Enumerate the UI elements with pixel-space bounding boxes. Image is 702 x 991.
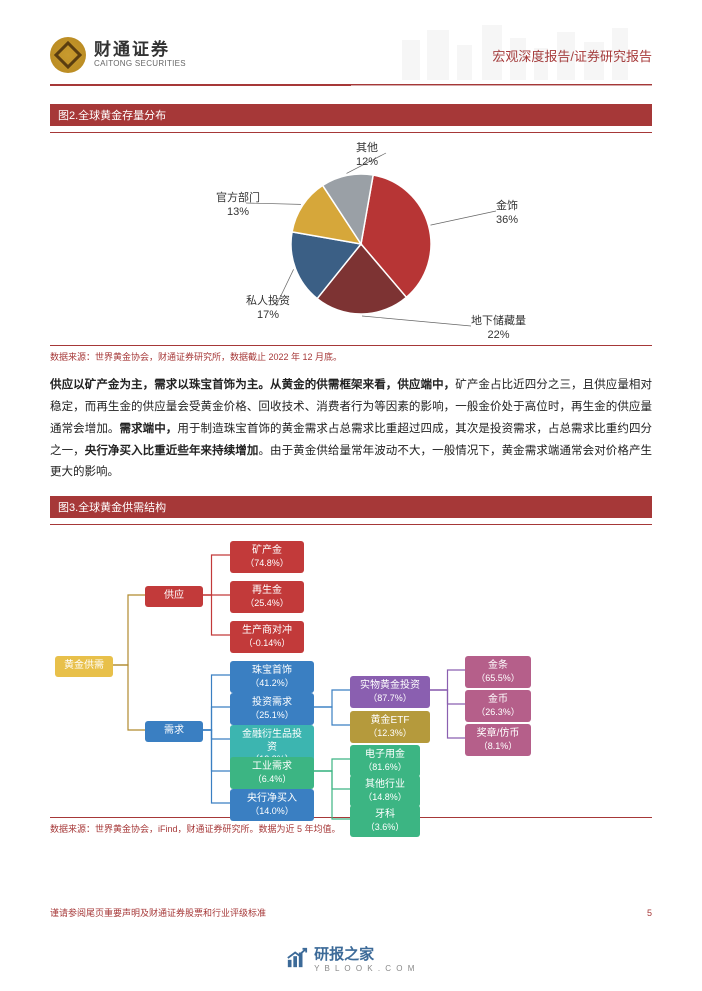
- watermark-name: 研报之家: [314, 943, 416, 964]
- tree-node: 需求: [145, 721, 203, 742]
- page: 财通证券 CAITONG SECURITIES 宏观深度报告/证券研究报告 图2…: [0, 0, 702, 991]
- fig3-title: 图3.全球黄金供需结构: [50, 496, 652, 518]
- tree-node: 投资需求（25.1%）: [230, 693, 314, 725]
- tree-node: 奖章/仿币（8.1%）: [465, 724, 531, 756]
- pie-label: 官方部门13%: [216, 191, 260, 220]
- pie-label: 地下储藏量22%: [471, 314, 526, 343]
- pie-label: 金饰36%: [496, 199, 518, 228]
- watermark-url: Y B L O O K . C O M: [314, 964, 416, 973]
- body-d: 央行净买入比重近些年来持续增加: [85, 445, 259, 457]
- fig2-box: 金饰36% 地下储藏量22% 私人投资17% 官方部门13% 其他12%: [50, 132, 652, 346]
- body-paragraph: 供应以矿产金为主，需求以珠宝首饰为主。从黄金的供需框架来看，供应端中，矿产金占比…: [50, 375, 652, 484]
- logo-en: CAITONG SECURITIES: [94, 60, 186, 69]
- footer: 谨请参阅尾页重要声明及财通证券股票和行业评级标准 5: [50, 906, 652, 919]
- page-number: 5: [647, 908, 652, 918]
- tree-diagram: 黄金供需 供应需求 矿产金（74.8%） 再生金（25.4%） 生产商对冲（-0.14%…: [50, 531, 652, 811]
- tree-node: 工业需求（6.4%）: [230, 757, 314, 789]
- tree-node: 生产商对冲（-0.14%）: [230, 621, 304, 653]
- footer-text: 谨请参阅尾页重要声明及财通证券股票和行业评级标准: [50, 906, 266, 919]
- logo: 财通证券 CAITONG SECURITIES: [50, 37, 186, 73]
- tree-node: 金币（26.3%）: [465, 690, 531, 722]
- watermark-icon: [286, 947, 308, 969]
- pie-label: 其他12%: [356, 141, 378, 170]
- tree-node: 再生金（25.4%）: [230, 581, 304, 613]
- pie-chart: 金饰36%地下储藏量22%私人投资17%官方部门13%其他12%: [50, 139, 652, 339]
- tree-node: 珠宝首饰（41.2%）: [230, 661, 314, 693]
- report-type: 宏观深度报告/证券研究报告: [492, 46, 652, 65]
- tree-node: 供应: [145, 586, 203, 607]
- fig2-title: 图2.全球黄金存量分布: [50, 104, 652, 126]
- logo-icon: [50, 37, 86, 73]
- header: 财通证券 CAITONG SECURITIES 宏观深度报告/证券研究报告: [50, 30, 652, 80]
- body-b: 需求端中，: [119, 423, 177, 435]
- tree-node: 牙科（3.6%）: [350, 805, 420, 837]
- fig3-box: 黄金供需 供应需求 矿产金（74.8%） 再生金（25.4%） 生产商对冲（-0.14%…: [50, 524, 652, 818]
- tree-node: 央行净买入（14.0%）: [230, 789, 314, 821]
- fig2-source: 数据来源：世界黄金协会，财通证券研究所，数据截止 2022 年 12 月底。: [50, 350, 652, 363]
- tree-node: 黄金ETF（12.3%）: [350, 711, 430, 743]
- watermark-text-group: 研报之家 Y B L O O K . C O M: [314, 943, 416, 973]
- tree-node: 实物黄金投资（87.7%）: [350, 676, 430, 708]
- pie-label: 私人投资17%: [246, 294, 290, 323]
- tree-node: 矿产金（74.8%）: [230, 541, 304, 573]
- tree-node: 电子用金（81.6%）: [350, 745, 420, 777]
- tree-node: 金条（65.5%）: [465, 656, 531, 688]
- logo-cn: 财通证券: [94, 41, 186, 60]
- tree-node: 其他行业（14.8%）: [350, 775, 420, 807]
- watermark: 研报之家 Y B L O O K . C O M: [0, 943, 702, 973]
- header-divider: [50, 84, 652, 86]
- body-lead: 供应以矿产金为主，需求以珠宝首饰为主。从黄金的供需框架来看，供应端中，: [50, 379, 455, 391]
- tree-node: 黄金供需: [55, 656, 113, 677]
